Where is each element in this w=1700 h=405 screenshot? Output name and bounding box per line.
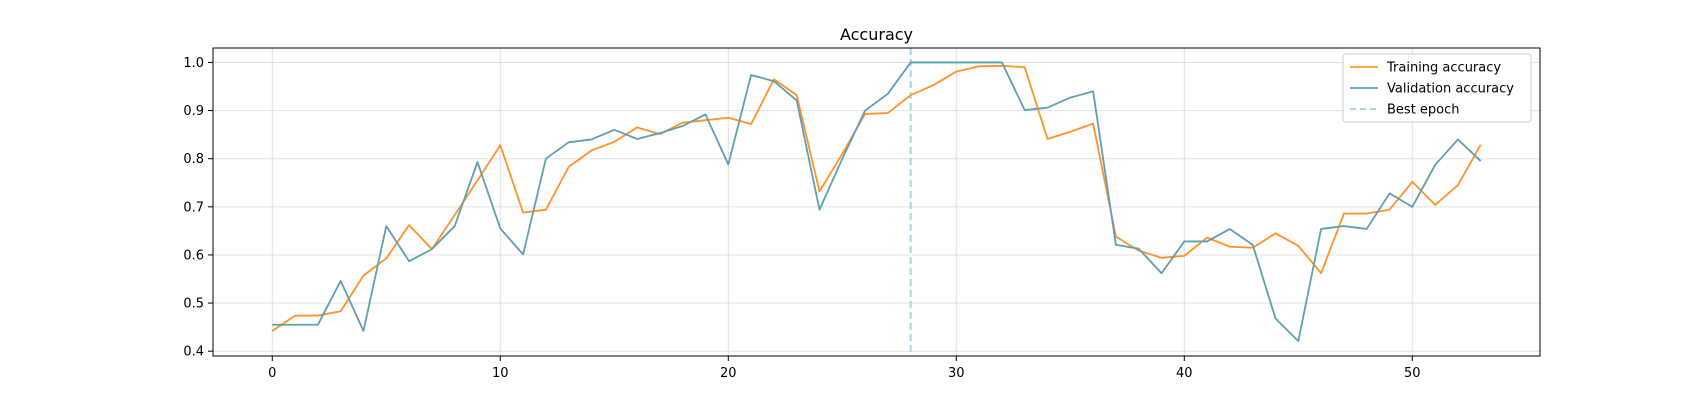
- legend-items: Training accuracy Validation accuracy Best…: [1350, 61, 1514, 118]
- y-tick-label: 0.4: [183, 345, 204, 360]
- x-tick-label: 40: [1176, 366, 1193, 381]
- series-lines: [271, 61, 1482, 342]
- x-tick-label: 20: [720, 366, 737, 381]
- x-tick-label: 30: [948, 366, 965, 381]
- chart-title: Accuracy: [840, 25, 913, 44]
- training-accuracy-line: [271, 64, 1482, 332]
- y-tick-label: 1.0: [183, 56, 204, 71]
- validation-accuracy-line: [272, 61, 1482, 342]
- y-tick-label: 0.7: [183, 200, 204, 215]
- y-axis-ticks: 0.4 0.5 0.6 0.7 0.8 0.9 1.0: [183, 56, 213, 360]
- legend: Training accuracy Validation accuracy Best…: [1342, 53, 1532, 123]
- y-tick-label: 0.6: [183, 248, 204, 263]
- legend-label-validation-accuracy: Validation accuracy: [1387, 82, 1514, 97]
- x-axis-ticks: 0 10 20 30 40 50: [268, 356, 1421, 381]
- y-tick-label: 0.9: [183, 104, 204, 119]
- y-tick-label: 0.8: [183, 152, 204, 167]
- plot-frame: [212, 47, 1541, 357]
- y-tick-label: 0.5: [183, 297, 204, 312]
- grid: [213, 48, 1540, 356]
- x-tick-label: 0: [268, 366, 276, 381]
- legend-label-training-accuracy: Training accuracy: [1386, 61, 1501, 76]
- legend-label-best-epoch: Best epoch: [1387, 103, 1460, 118]
- x-tick-label: 10: [492, 366, 509, 381]
- x-tick-label: 50: [1404, 366, 1421, 381]
- legend-box: [1342, 53, 1532, 123]
